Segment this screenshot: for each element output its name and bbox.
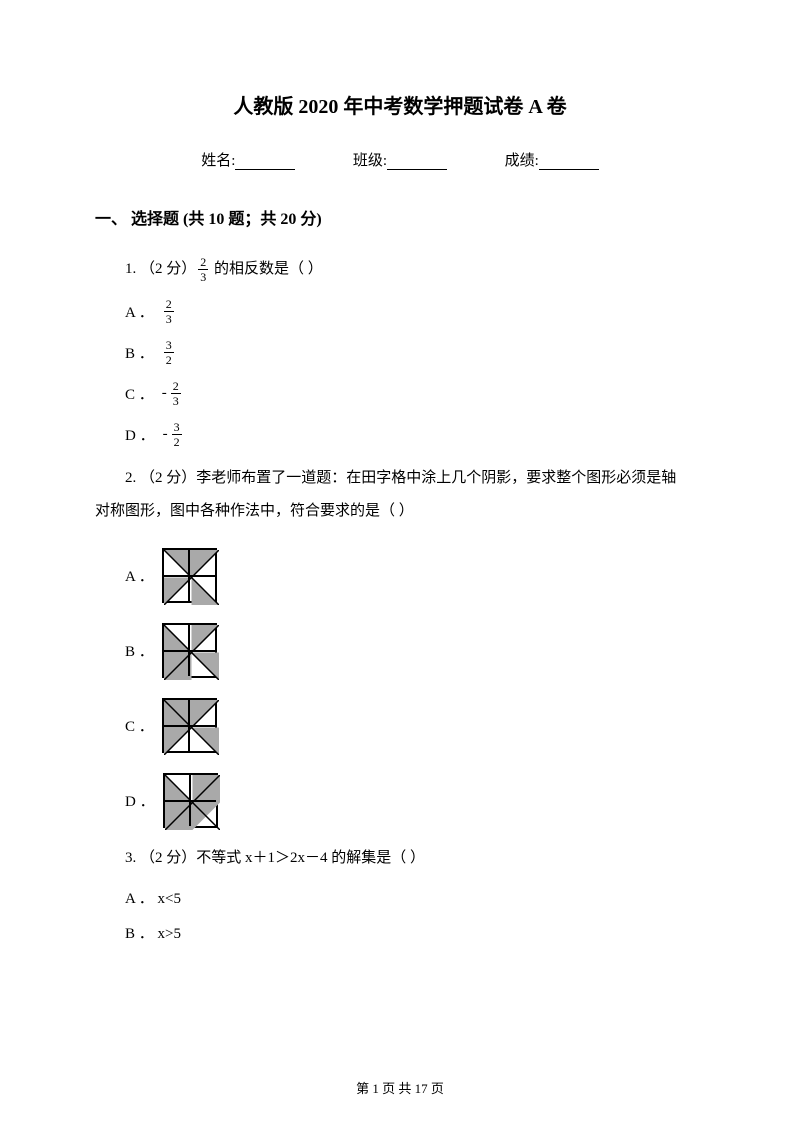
section-heading: 一、 选择题 (共 10 题；共 20 分) — [95, 205, 705, 229]
grid-icon — [162, 548, 217, 603]
grid-icon — [162, 698, 217, 753]
grid-icon — [162, 623, 217, 678]
page-footer: 第 1 页 共 17 页 — [0, 1078, 800, 1097]
question-1: 1. （2 分）23 的相反数是（ ） — [95, 254, 705, 284]
grid-icon — [163, 773, 218, 828]
q1-option-c: C ． - 23 — [95, 380, 705, 407]
q2-option-c: C ． — [95, 698, 705, 753]
q1-option-a: A ． 23 — [95, 298, 705, 325]
score-blank — [539, 156, 599, 170]
q3-option-b: B ． x>5 — [95, 922, 705, 943]
question-3: 3. （2 分）不等式 x＋1＞2x－4 的解集是（ ） — [95, 843, 705, 873]
student-info-line: 姓名: 班级: 成绩: — [95, 149, 705, 170]
name-label: 姓名: — [201, 149, 235, 170]
score-label: 成绩: — [505, 149, 539, 170]
q1-fraction: 23 — [198, 256, 208, 283]
class-label: 班级: — [353, 149, 387, 170]
class-blank — [387, 156, 447, 170]
q1-option-d: D ． - 32 — [95, 421, 705, 448]
q2-option-d: D ． — [95, 773, 705, 828]
name-blank — [235, 156, 295, 170]
q3-option-a: A ． x<5 — [95, 887, 705, 908]
q2-option-a: A ． — [95, 548, 705, 603]
q1-option-b: B ． 32 — [95, 339, 705, 366]
page-title: 人教版 2020 年中考数学押题试卷 A 卷 — [95, 90, 705, 119]
q1-prefix: 1. （2 分） — [125, 261, 196, 277]
q2-option-b: B ． — [95, 623, 705, 678]
question-2: 2. （2 分）李老师布置了一道题：在田字格中涂上几个阴影，要求整个图形必须是轴… — [95, 462, 705, 528]
q1-suffix: 的相反数是（ ） — [210, 261, 323, 277]
